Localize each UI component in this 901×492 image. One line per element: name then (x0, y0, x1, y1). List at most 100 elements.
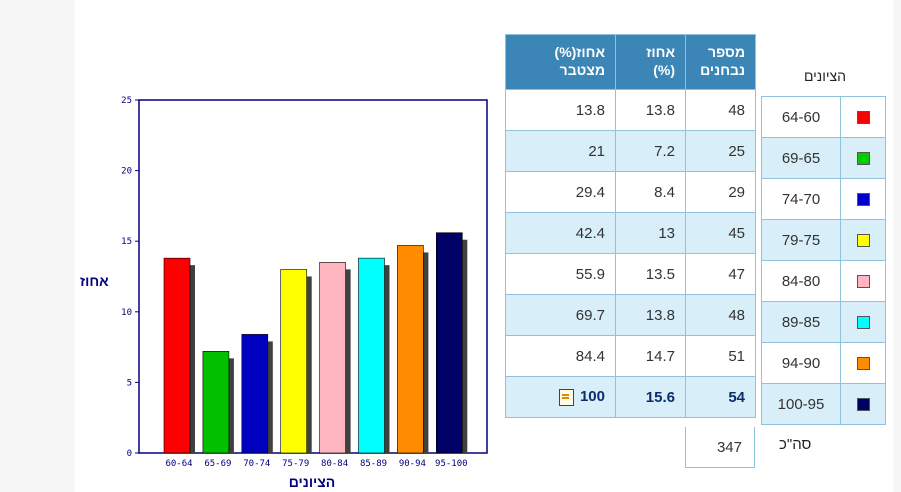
legend-label: 64-60 (761, 96, 841, 138)
cell-cumulative: 13.8 (505, 89, 616, 131)
page-margin-left (0, 0, 75, 492)
legend-swatch-cell (840, 219, 886, 261)
header-cumulative: אחוז(%) מצטבר (505, 34, 616, 90)
x-axis-label: הציונים (289, 474, 336, 490)
legend-row: 89-85 (761, 301, 886, 343)
cell-percent: 13.8 (615, 89, 686, 131)
grades-table: אחוז(%) מצטבר אחוז (%) מספר נבחנים 13.8 1… (505, 34, 756, 418)
bar (319, 262, 346, 454)
cell-count: 48 (685, 89, 756, 131)
legend-swatch-cell (840, 137, 886, 179)
legend-label: 89-85 (761, 301, 841, 343)
legend-row: 64-60 (761, 96, 886, 138)
cell-cumulative: 29.4 (505, 171, 616, 213)
legend-swatch-cell (840, 260, 886, 302)
legend-swatch-cell (840, 301, 886, 343)
legend-label: 100-95 (761, 383, 841, 425)
legend-row: 94-90 (761, 342, 886, 384)
x-tick-label: 85-89 (360, 459, 387, 469)
y-tick-label: 5 (127, 378, 132, 388)
x-tick-label: 65-69 (204, 459, 231, 469)
cell-cumulative: 42.4 (505, 212, 616, 254)
y-axis-label: אחוז (80, 273, 109, 289)
cell-percent: 15.6 (615, 376, 686, 418)
legend-swatch (856, 111, 870, 125)
legend-row: 74-70 (761, 178, 886, 220)
total-count: 347 (685, 427, 755, 468)
cell-percent: 14.7 (615, 335, 686, 377)
cell-count: 25 (685, 130, 756, 172)
legend-swatch (856, 152, 870, 166)
table-row: 29.4 8.4 29 (505, 171, 756, 213)
cell-percent: 13.8 (615, 294, 686, 336)
x-tick-label: 60-64 (165, 459, 192, 469)
page-margin-right (893, 0, 901, 492)
bar (202, 351, 230, 454)
cell-count: 29 (685, 171, 756, 213)
header-percent: אחוז (%) (615, 34, 686, 90)
legend-swatch-cell (840, 342, 886, 384)
cell-count: 45 (685, 212, 756, 254)
legend-swatch (856, 275, 870, 289)
legend-swatch-cell (840, 178, 886, 220)
bar (397, 245, 424, 454)
cell-percent: 7.2 (615, 130, 686, 172)
legend-swatch (856, 316, 870, 330)
table-row: 42.4 13 45 (505, 212, 756, 254)
bar (435, 232, 463, 454)
legend-label: 69-65 (761, 137, 841, 179)
cell-cumulative: 55.9 (505, 253, 616, 295)
legend-swatch (856, 193, 870, 207)
y-tick-label: 0 (127, 449, 132, 459)
cell-count: 51 (685, 335, 756, 377)
table-row: 69.7 13.8 48 (505, 294, 756, 336)
table-row: 13.8 13.8 48 (505, 89, 756, 131)
table-row: 100 15.6 54 (505, 376, 756, 418)
total-label: סה"כ (779, 436, 812, 453)
x-tick-label: 75-79 (282, 459, 309, 469)
legend-row: 79-75 (761, 219, 886, 261)
table-row: 21 7.2 25 (505, 130, 756, 172)
document-icon[interactable] (558, 388, 574, 406)
legend-row: 69-65 (761, 137, 886, 179)
legend-row: 84-80 (761, 260, 886, 302)
y-tick-label: 15 (121, 237, 132, 247)
legend-label: 84-80 (761, 260, 841, 302)
x-tick-label: 70-74 (243, 459, 270, 469)
cell-cumulative: 84.4 (505, 335, 616, 377)
x-tick-label: 90-94 (399, 459, 426, 469)
legend-swatch-cell (840, 96, 886, 138)
x-tick-label: 95-100 (435, 459, 468, 469)
bar (280, 269, 307, 454)
cell-text: 100 (579, 388, 605, 406)
legend-label: 74-70 (761, 178, 841, 220)
legend-table: 64-60 69-65 74-70 79-75 84-80 89-85 94-90 100-9… (761, 96, 886, 425)
cell-cumulative: 69.7 (505, 294, 616, 336)
legend-row: 100-95 (761, 383, 886, 425)
table-row: 55.9 13.5 47 (505, 253, 756, 295)
x-tick-label: 80-84 (321, 459, 348, 469)
cell-percent: 13.5 (615, 253, 686, 295)
legend-swatch (856, 398, 870, 412)
legend-label: 79-75 (761, 219, 841, 261)
bar (163, 257, 191, 454)
cell-percent: 13 (615, 212, 686, 254)
legend-swatch (856, 357, 870, 371)
y-tick-label: 10 (121, 308, 132, 318)
y-tick-label: 25 (121, 96, 132, 106)
cell-count: 47 (685, 253, 756, 295)
legend-title: הציונים (803, 68, 847, 84)
bar (358, 257, 385, 454)
grade-distribution-chart: 0 5 10 15 20 25 60-64 65-69 70-74 75-79 80-84 85-8… (80, 96, 488, 490)
header-count: מספר נבחנים (685, 34, 756, 90)
y-tick-label: 20 (121, 167, 132, 177)
cell-percent: 8.4 (615, 171, 686, 213)
legend-label: 94-90 (761, 342, 841, 384)
cell-cumulative: 21 (505, 130, 616, 172)
cell-count: 54 (685, 376, 756, 418)
cell-count: 48 (685, 294, 756, 336)
table-row: 84.4 14.7 51 (505, 335, 756, 377)
cell-cumulative: 100 (505, 376, 616, 418)
plot-area (138, 99, 488, 454)
legend-swatch-cell (840, 383, 886, 425)
